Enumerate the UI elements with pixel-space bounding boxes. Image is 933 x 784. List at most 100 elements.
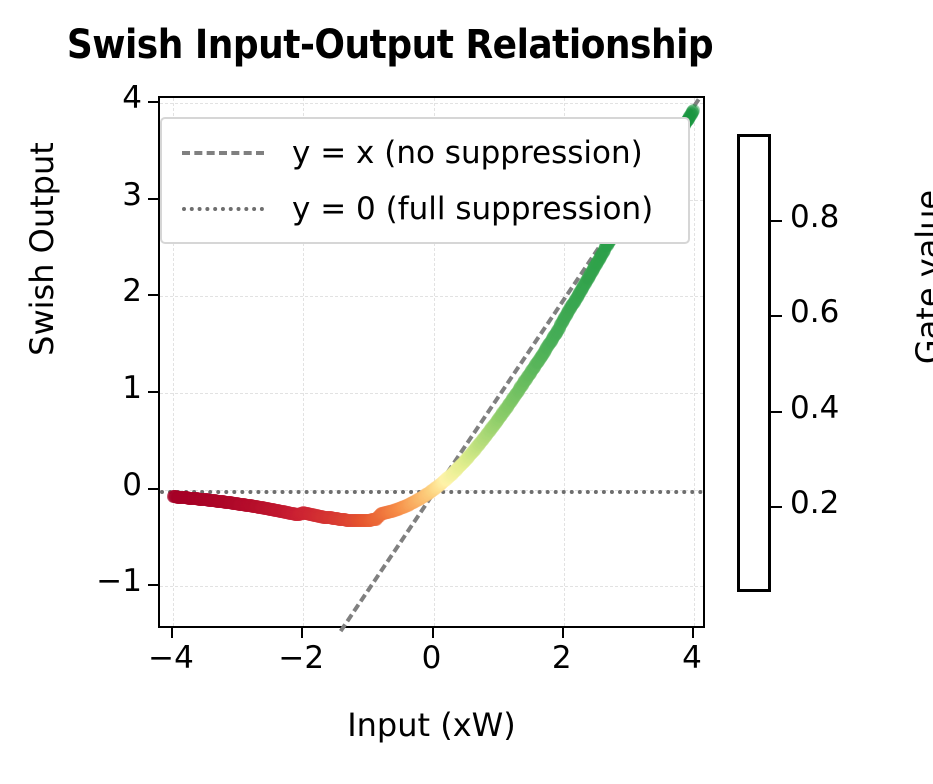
scatter-point (575, 283, 589, 297)
scatter-point (470, 439, 484, 453)
scatter-point (224, 496, 238, 510)
scatter-point (211, 494, 225, 508)
scatter-point (592, 253, 606, 267)
scatter-point (185, 491, 199, 505)
scatter-point (425, 484, 439, 498)
scatter-point (343, 513, 357, 527)
scatter-point (278, 505, 292, 519)
scatter-point (180, 491, 194, 505)
scatter-point (289, 507, 303, 521)
scatter-point (172, 490, 186, 504)
scatter-point (199, 493, 213, 507)
scatter-point (344, 513, 358, 527)
scatter-point (242, 499, 256, 513)
scatter-point (270, 503, 284, 517)
scatter-point (338, 513, 352, 527)
scatter-point (294, 507, 308, 521)
scatter-point (255, 501, 269, 515)
scatter-point (376, 506, 390, 520)
scatter-point (538, 344, 552, 358)
scatter-point (356, 514, 370, 528)
scatter-point (207, 494, 221, 508)
scatter-point (171, 490, 185, 504)
y-tick-mark (148, 487, 158, 490)
scatter-point (200, 493, 214, 507)
scatter-point (167, 490, 181, 504)
scatter-point (174, 490, 188, 504)
scatter-point (536, 346, 550, 360)
scatter-point (576, 281, 590, 295)
scatter-point (414, 491, 428, 505)
scatter-point (395, 501, 409, 515)
scatter-point (416, 490, 429, 504)
x-tick-mark (561, 628, 564, 638)
scatter-point (334, 512, 348, 526)
scatter-point (489, 416, 503, 430)
scatter-point (341, 513, 355, 527)
scatter-point (477, 431, 491, 445)
scatter-point (520, 371, 534, 385)
scatter-point (297, 506, 311, 520)
scatter-point (575, 282, 589, 296)
scatter-point (230, 497, 244, 511)
scatter-point (481, 426, 495, 440)
scatter-point (537, 345, 551, 359)
scatter-point (529, 358, 543, 372)
scatter-point (413, 492, 427, 506)
scatter-point (262, 502, 276, 516)
scatter-point (174, 490, 188, 504)
scatter-point (573, 285, 587, 299)
scatter-point (274, 504, 288, 518)
scatter-point (404, 497, 418, 511)
scatter-point (310, 509, 324, 523)
scatter-point (249, 500, 263, 514)
scatter-point (330, 512, 344, 526)
scatter-point (421, 487, 435, 501)
scatter-point (202, 493, 216, 507)
scatter-point (183, 491, 197, 505)
scatter-point (582, 270, 596, 284)
scatter-point (267, 503, 281, 517)
scatter-point (462, 450, 476, 463)
scatter-point (528, 359, 542, 372)
scatter-point (264, 502, 278, 516)
scatter-point (319, 510, 333, 524)
scatter-point (480, 428, 494, 442)
scatter-point (539, 342, 553, 356)
scatter-point (296, 506, 310, 520)
scatter-point (535, 349, 549, 363)
scatter-point (587, 260, 601, 274)
scatter-point (527, 361, 541, 375)
scatter-point (551, 323, 565, 337)
scatter-point (368, 512, 382, 526)
scatter-point (235, 498, 249, 512)
scatter-point (542, 337, 556, 351)
scatter-point (534, 350, 548, 364)
scatter-point (563, 302, 577, 316)
scatter-point (469, 441, 483, 455)
scatter-point (474, 435, 488, 449)
scatter-point (515, 378, 529, 392)
scatter-point (220, 495, 234, 509)
scatter-point (548, 328, 562, 342)
scatter-point (415, 490, 429, 504)
scatter-point (467, 443, 481, 457)
scatter-point (382, 505, 396, 519)
scatter-point (215, 495, 229, 509)
scatter-point (268, 503, 282, 517)
scatter-point (461, 451, 475, 465)
scatter-point (580, 273, 594, 287)
scatter-point (373, 508, 387, 522)
scatter-point (189, 492, 203, 506)
scatter-point (460, 451, 474, 465)
y-tick-mark (148, 100, 158, 103)
scatter-point (300, 507, 314, 521)
scatter-point (589, 258, 603, 272)
scatter-point (401, 498, 415, 512)
scatter-point (312, 509, 326, 523)
scatter-point (178, 491, 192, 505)
scatter-point (385, 504, 399, 518)
scatter-point (283, 506, 297, 520)
scatter-point (366, 513, 380, 527)
scatter-point (388, 503, 402, 517)
